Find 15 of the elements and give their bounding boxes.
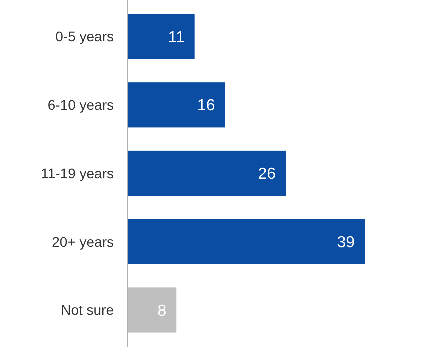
data-label: 8	[158, 302, 167, 320]
y-tick-label: 0-5 years	[56, 28, 114, 45]
y-tick-label: 20+ years	[52, 234, 114, 250]
y-tick-label: 11-19 years	[41, 165, 114, 182]
data-label: 16	[197, 98, 216, 115]
bar	[128, 150, 286, 196]
data-label: 11	[168, 29, 185, 46]
bar	[128, 14, 195, 60]
bar	[128, 82, 226, 128]
y-tick-label: Not sure	[61, 302, 114, 318]
bar	[128, 219, 365, 264]
data-label: 39	[337, 234, 356, 252]
y-tick-label: 6-10 years	[48, 97, 114, 114]
data-label: 26	[258, 166, 276, 184]
bar	[128, 288, 177, 333]
